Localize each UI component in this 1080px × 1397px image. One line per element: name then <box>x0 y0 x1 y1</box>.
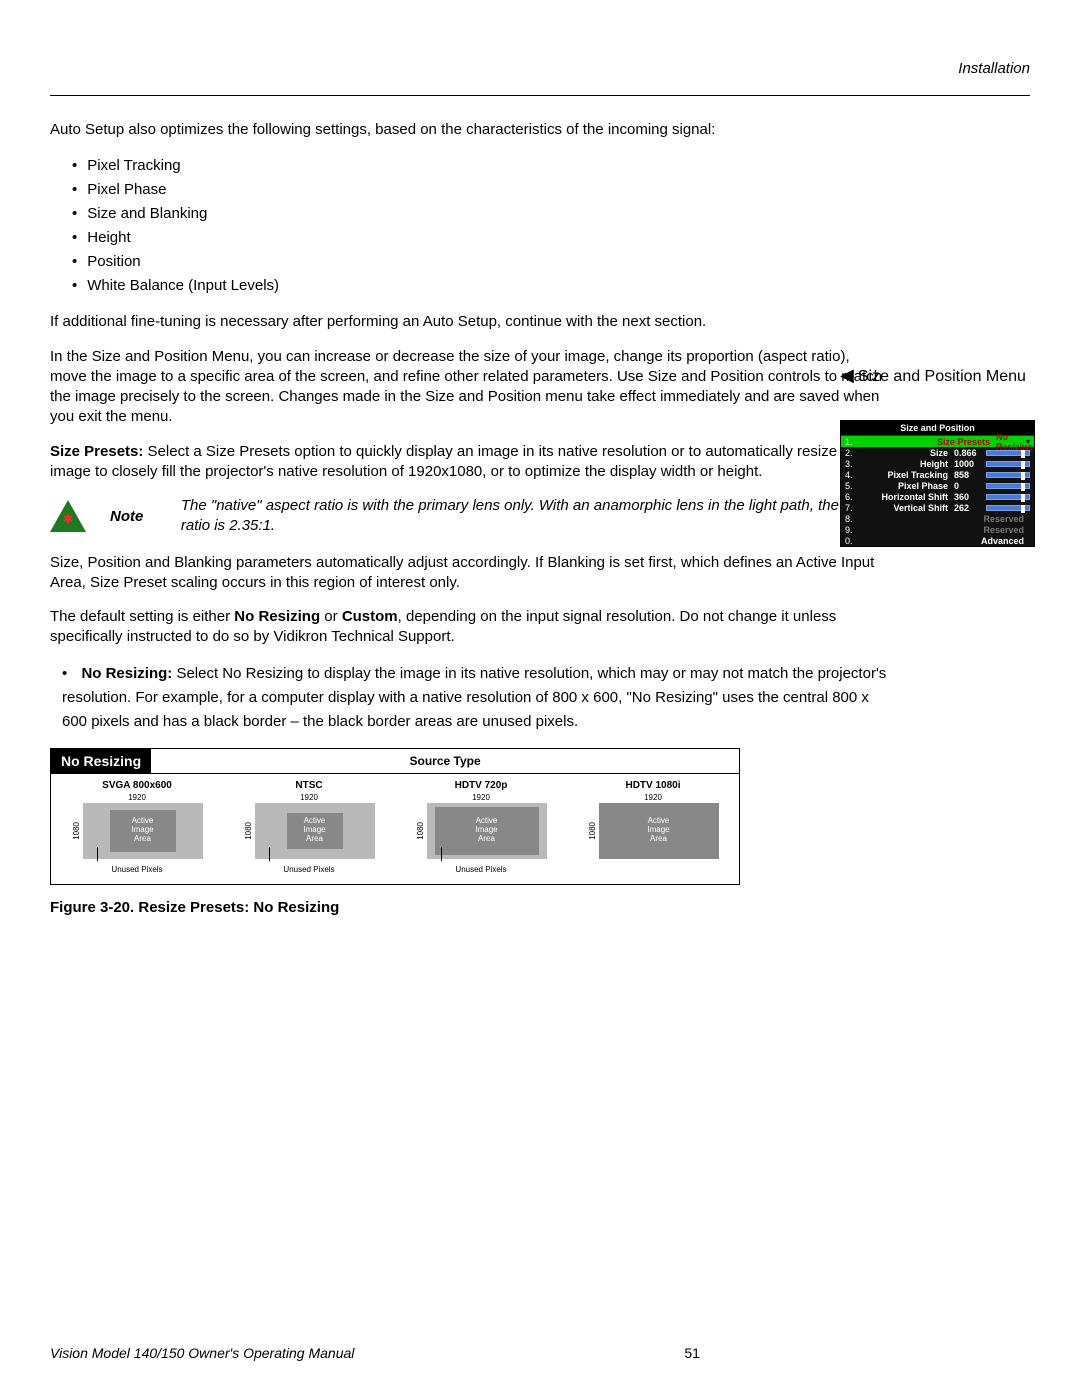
figure-caption: Figure 3-20. Resize Presets: No Resizing <box>50 899 890 916</box>
footer-page: 51 <box>684 1345 700 1361</box>
menu-row: 6.Horizontal Shift360 <box>841 491 1034 502</box>
size-presets-para: Size Presets: Select a Size Presets opti… <box>50 442 890 483</box>
bullet: White Balance (Input Levels) <box>72 274 890 298</box>
note-icon: ✱ <box>50 500 86 532</box>
menu-row: 9.Reserved <box>841 524 1034 535</box>
figure-column: HDTV 1080i19201080ActiveImageArea <box>567 774 739 884</box>
intro-followup: If additional fine-tuning is necessary a… <box>50 312 890 332</box>
bullet: Pixel Tracking <box>72 154 890 178</box>
no-resizing-bullet: No Resizing: Select No Resizing to displ… <box>62 662 890 734</box>
t: No Resizing <box>234 608 320 625</box>
figure-column: NTSC19201080ActiveImageAreaUnused Pixels <box>223 774 395 884</box>
after-note-p1: Size, Position and Blanking parameters a… <box>50 553 890 594</box>
header-rule <box>50 95 1030 96</box>
menu-row: 0.Advanced <box>841 535 1034 546</box>
menu-row: 4.Pixel Tracking858 <box>841 469 1034 480</box>
no-resizing-label: No Resizing: <box>81 665 172 682</box>
side-heading-text: Size and Position Menu <box>858 368 1026 385</box>
menu-row: 1.Size PresetsNo Resizing▾ <box>841 436 1034 447</box>
side-heading-size-position: ◀Size and Position Menu <box>840 365 1040 386</box>
page-footer: Vision Model 140/150 Owner's Operating M… <box>50 1345 1030 1361</box>
size-presets-text: Select a Size Presets option to quickly … <box>50 443 858 480</box>
intro-lead: Auto Setup also optimizes the following … <box>50 120 890 140</box>
note-block: ✱ Note The "native" aspect ratio is with… <box>50 496 890 537</box>
t: The default setting is either <box>50 608 234 625</box>
footer-manual: Vision Model 140/150 Owner's Operating M… <box>50 1345 354 1361</box>
no-resizing-text: Select No Resizing to display the image … <box>62 665 886 730</box>
t: or <box>320 608 342 625</box>
size-pos-para: In the Size and Position Menu, you can i… <box>50 347 890 428</box>
size-position-menu: Size and Position 1.Size PresetsNo Resiz… <box>840 420 1035 547</box>
arrow-left-icon: ◀ <box>840 365 854 386</box>
menu-row: 2.Size0.866 <box>841 447 1034 458</box>
size-presets-label: Size Presets: <box>50 443 143 460</box>
menu-row: 7.Vertical Shift262 <box>841 502 1034 513</box>
intro-bullets: Pixel Tracking Pixel Phase Size and Blan… <box>72 154 890 298</box>
section-header: Installation <box>50 60 1030 77</box>
menu-row: 3.Height1000 <box>841 458 1034 469</box>
figure-no-resizing: No Resizing Source Type SVGA 800x6001920… <box>50 748 740 885</box>
after-note-p2: The default setting is either No Resizin… <box>50 607 890 648</box>
bullet: Pixel Phase <box>72 178 890 202</box>
bullet: Height <box>72 226 890 250</box>
figure-tag: No Resizing <box>51 749 151 773</box>
t: Custom <box>342 608 398 625</box>
bullet: Position <box>72 250 890 274</box>
menu-row: 5.Pixel Phase0 <box>841 480 1034 491</box>
bullet: Size and Blanking <box>72 202 890 226</box>
note-text: The "native" aspect ratio is with the pr… <box>181 496 890 537</box>
figure-source-type: Source Type <box>151 754 739 768</box>
menu-row: 8.Reserved <box>841 513 1034 524</box>
figure-column: HDTV 720p19201080ActiveImageAreaUnused P… <box>395 774 567 884</box>
figure-column: SVGA 800x60019201080ActiveImageAreaUnuse… <box>51 774 223 884</box>
note-label: Note <box>110 508 163 525</box>
